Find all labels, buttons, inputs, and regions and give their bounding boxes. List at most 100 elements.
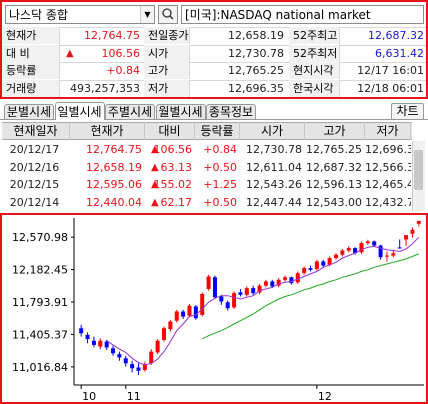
change-sign: ▲ [151, 179, 159, 190]
table-cell: 106.56 [153, 143, 193, 156]
quote-value: +0.84 [106, 64, 140, 77]
tab[interactable]: 월별시세 [155, 104, 206, 119]
table-header: 고가 [305, 122, 365, 140]
quote-label: 고가 [144, 62, 190, 79]
chart-button[interactable]: 차트 [391, 103, 424, 120]
table-cell: 12,730.78 [246, 143, 302, 156]
quote-label: 52주최저 [289, 44, 340, 62]
candle-body [384, 255, 389, 257]
tab[interactable]: 분별시세 [4, 104, 54, 119]
table-header: 등락률 [195, 122, 240, 140]
table-cell: +0.84 [203, 143, 237, 156]
quote-label: 전일종가 [144, 27, 190, 44]
table-cell: 12,543.00 [306, 195, 362, 209]
candle-body [276, 279, 281, 286]
candle-body [321, 261, 326, 266]
candle-body [257, 285, 262, 293]
moving-average [106, 236, 420, 366]
candle-body [283, 277, 288, 280]
candle-body [130, 364, 135, 369]
candle-body [327, 258, 332, 265]
candle-body [359, 243, 364, 253]
table-cell: 12,566.38 [365, 160, 411, 174]
quote-value: 6,631.42 [375, 46, 424, 60]
quote-value: 493,257,353 [70, 81, 140, 95]
table-header: 저가 [365, 122, 411, 140]
quote-panel: 나스닥 종합 ▼ [미국]:NASDAQ national market 현재가 12,… [0, 0, 428, 99]
candle-body [314, 261, 319, 269]
candle-body [212, 277, 217, 298]
change-sign: ▲ [151, 144, 159, 155]
candle-body [123, 358, 128, 364]
change-sign: ▲ [151, 196, 159, 208]
candle-body [251, 288, 256, 294]
candle-body [200, 293, 205, 315]
quote-value: 12,696.35 [228, 81, 284, 95]
search-icon [162, 8, 174, 20]
candle-body [181, 311, 186, 317]
search-text: 나스닥 종합 [9, 8, 69, 22]
quote-value: 12,764.75 [84, 29, 140, 42]
quote-value: 12,658.19 [228, 29, 284, 42]
candle-body [104, 341, 109, 348]
y-tick-label: 12,570.98 [12, 231, 68, 244]
market-box: [미국]:NASDAQ national market [181, 5, 424, 24]
candle-body [142, 364, 147, 370]
table-cell: 12,440.04 [86, 195, 142, 209]
search-box[interactable]: 나스닥 종합 ▼ [5, 5, 155, 24]
quote-label: 52주최고 [289, 27, 340, 44]
candle-body [270, 281, 275, 287]
chart-border [0, 213, 428, 404]
tab[interactable]: 일별시세 [54, 102, 105, 120]
scroll-thumb[interactable] [414, 150, 423, 190]
candle-body [85, 334, 90, 340]
x-tick-label: 11 [127, 390, 141, 403]
candle-body [416, 220, 421, 224]
quote-label: 거래량 [2, 79, 60, 97]
row-line [2, 79, 426, 81]
table-cell: 12,432.71 [365, 195, 411, 209]
candle-body [353, 248, 358, 254]
table-cell: 20/12/15 [9, 178, 60, 191]
candle-body [162, 328, 166, 340]
candle-body [397, 247, 402, 249]
y-tick-label: 12,182.45 [12, 264, 68, 277]
table-cell: 12,595.06 [86, 178, 142, 191]
candle-body [308, 268, 313, 270]
candle-body [334, 254, 338, 259]
quote-label: 등락률 [2, 62, 60, 79]
table-cell: 20/12/17 [9, 143, 60, 156]
tab[interactable]: 종목정보 [206, 104, 256, 119]
candle-body [302, 268, 307, 274]
candle-body [91, 340, 96, 345]
quote-value: 12,730.78 [228, 46, 284, 60]
quote-label: 한국시각 [289, 79, 340, 97]
candle-body [187, 305, 192, 316]
candle-body [404, 235, 409, 240]
table-cell: 12,658.19 [86, 160, 142, 174]
row-line [2, 44, 426, 46]
candle-body [238, 292, 243, 295]
candle-body [410, 229, 415, 234]
y-tick-label: 11,405.37 [12, 328, 68, 341]
candle-body [168, 321, 173, 330]
table-header: 현재가 [70, 122, 145, 140]
candle-body [340, 250, 345, 255]
table-cell: 63.13 [160, 160, 193, 174]
x-tick-label: 12 [318, 390, 332, 403]
table-header: 시가 [240, 122, 305, 140]
table-cell: +1.25 [203, 178, 237, 191]
quote-value: 12,687.32 [368, 29, 424, 42]
search-button[interactable] [158, 5, 178, 24]
table-cell: +0.50 [203, 195, 237, 209]
market-text: [미국]:NASDAQ national market [185, 8, 371, 22]
candle-body [155, 340, 160, 353]
candle-body [193, 306, 198, 319]
candle-body [378, 245, 383, 258]
quote-label: 시가 [144, 44, 190, 62]
row-line [2, 62, 426, 63]
candle-body [225, 302, 230, 309]
tab[interactable]: 주별시세 [105, 104, 155, 119]
change-sign: ▲ [151, 161, 159, 173]
